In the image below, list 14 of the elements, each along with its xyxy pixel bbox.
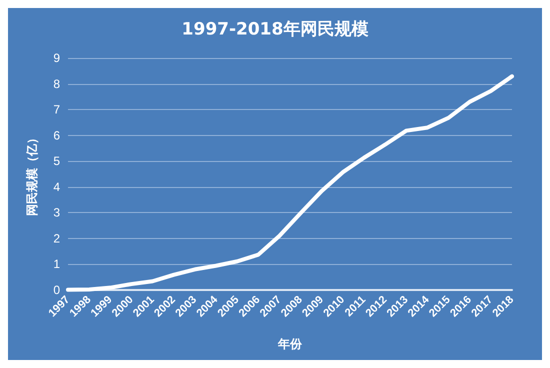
y-tick-label: 1 — [53, 257, 60, 272]
y-tick-label: 0 — [53, 283, 60, 297]
y-tick-label: 4 — [53, 180, 60, 194]
y-tick-label: 3 — [53, 206, 60, 220]
y-tick-label: 8 — [53, 76, 60, 91]
line-series — [66, 74, 514, 292]
y-tick-label: 2 — [53, 231, 60, 246]
x-axis-title: 年份 — [277, 337, 303, 351]
y-tick-label: 7 — [53, 102, 60, 117]
y-tick-label: 5 — [53, 154, 60, 168]
y-axis-title: 网民规模（亿） — [25, 132, 39, 216]
chart-title: 1997-2018年网民规模 — [182, 20, 368, 40]
y-tick-label: 9 — [53, 51, 60, 65]
y-tick-label: 6 — [53, 128, 60, 142]
